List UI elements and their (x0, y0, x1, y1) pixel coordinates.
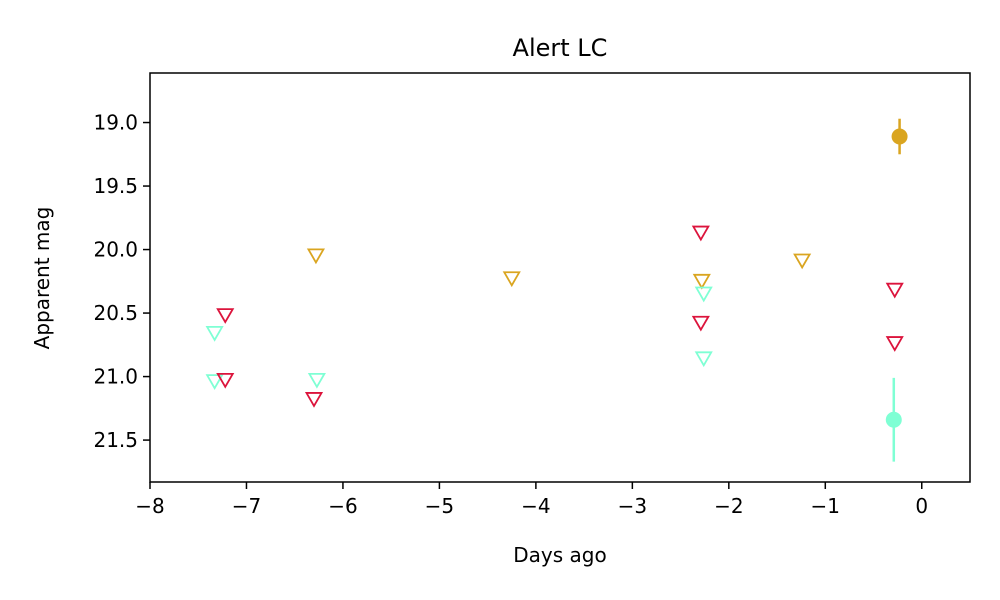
upper-limit-marker (502, 271, 521, 288)
upper-limit-marker (692, 273, 711, 290)
upper-limit-marker (205, 325, 224, 342)
x-tick-label: 0 (915, 494, 928, 518)
upper-limit-marker (694, 286, 713, 303)
upper-limit-marker (885, 282, 904, 299)
y-axis-ticks: 19.0 19.5 20.0 20.5 21.0 21.5 (93, 111, 150, 452)
upper-limit-marker (205, 374, 224, 390)
plot-frame (149, 72, 971, 483)
upper-limit-marker (691, 315, 710, 332)
x-tick-label: −2 (714, 494, 743, 518)
x-tick-label: −8 (135, 494, 164, 518)
upper-limit-marker (216, 372, 235, 389)
upper-limit-marker (307, 372, 326, 389)
y-axis-label: Apparent mag (30, 207, 54, 350)
upper-limit-marker (216, 308, 235, 324)
upper-limit-marker (793, 253, 812, 270)
x-tick-label: −4 (521, 494, 550, 518)
chart-title: Alert LC (513, 34, 608, 62)
upper-limit-marker (304, 392, 324, 408)
y-tick-label: 20.5 (93, 301, 138, 325)
y-tick-label: 19.0 (93, 111, 138, 135)
detection-point (885, 411, 902, 428)
upper-limit-marker (306, 248, 325, 265)
y-tick-label: 21.0 (93, 365, 138, 389)
x-axis-label: Days ago (513, 543, 606, 567)
x-axis-ticks: −8 −7 −6 −5 −4 −3 −2 −1 0 (135, 482, 928, 518)
x-tick-label: −7 (232, 494, 261, 518)
data-marks (205, 118, 908, 462)
x-tick-label: −5 (425, 494, 454, 518)
y-tick-label: 20.0 (93, 238, 138, 262)
x-tick-label: −6 (328, 494, 357, 518)
x-tick-label: −3 (618, 494, 647, 518)
upper-limit-marker (691, 225, 710, 242)
y-tick-label: 21.5 (93, 428, 138, 452)
y-tick-label: 19.5 (93, 174, 138, 198)
upper-limit-marker (885, 336, 904, 352)
detection-point (891, 128, 908, 145)
upper-limit-marker (694, 351, 713, 368)
x-tick-label: −1 (811, 494, 840, 518)
